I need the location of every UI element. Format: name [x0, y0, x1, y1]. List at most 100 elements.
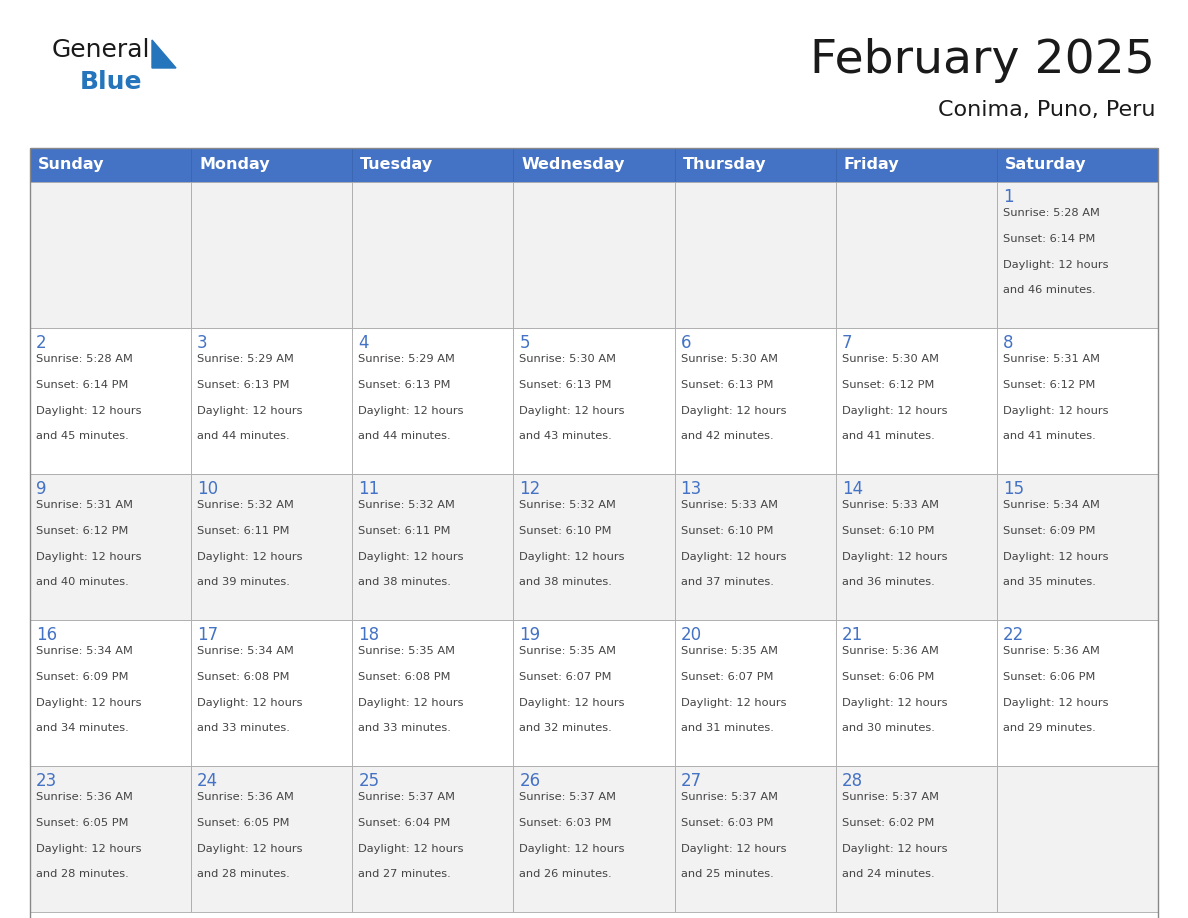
Bar — [353, 766, 513, 912]
Text: Friday: Friday — [843, 158, 899, 173]
Text: Sunrise: 5:35 AM: Sunrise: 5:35 AM — [681, 646, 778, 656]
Text: Sunset: 6:07 PM: Sunset: 6:07 PM — [519, 672, 612, 682]
Text: Daylight: 12 hours: Daylight: 12 hours — [359, 552, 463, 562]
Text: and 35 minutes.: and 35 minutes. — [1003, 577, 1095, 588]
Bar — [191, 182, 353, 328]
Bar — [30, 148, 191, 182]
Text: Daylight: 12 hours: Daylight: 12 hours — [842, 698, 947, 708]
Text: Sunset: 6:10 PM: Sunset: 6:10 PM — [519, 526, 612, 536]
Bar — [835, 182, 997, 328]
Bar — [675, 328, 835, 474]
Text: Sunset: 6:10 PM: Sunset: 6:10 PM — [842, 526, 934, 536]
Text: 11: 11 — [359, 480, 379, 498]
Text: Sunset: 6:04 PM: Sunset: 6:04 PM — [359, 818, 450, 828]
Text: Sunrise: 5:34 AM: Sunrise: 5:34 AM — [197, 646, 293, 656]
Text: and 42 minutes.: and 42 minutes. — [681, 431, 773, 442]
Text: and 37 minutes.: and 37 minutes. — [681, 577, 773, 588]
Text: Sunset: 6:05 PM: Sunset: 6:05 PM — [197, 818, 290, 828]
Text: Sunrise: 5:35 AM: Sunrise: 5:35 AM — [519, 646, 617, 656]
Text: Sunset: 6:12 PM: Sunset: 6:12 PM — [1003, 380, 1095, 390]
Text: and 31 minutes.: and 31 minutes. — [681, 723, 773, 733]
Text: Sunset: 6:13 PM: Sunset: 6:13 PM — [681, 380, 773, 390]
Text: 9: 9 — [36, 480, 46, 498]
Text: Sunrise: 5:31 AM: Sunrise: 5:31 AM — [36, 500, 133, 510]
Text: Sunrise: 5:29 AM: Sunrise: 5:29 AM — [359, 354, 455, 364]
Text: Sunset: 6:02 PM: Sunset: 6:02 PM — [842, 818, 934, 828]
Text: 25: 25 — [359, 772, 379, 790]
Text: Thursday: Thursday — [683, 158, 766, 173]
Text: 8: 8 — [1003, 334, 1013, 352]
Text: 26: 26 — [519, 772, 541, 790]
Text: Daylight: 12 hours: Daylight: 12 hours — [842, 552, 947, 562]
Text: 16: 16 — [36, 626, 57, 644]
Text: Daylight: 12 hours: Daylight: 12 hours — [1003, 406, 1108, 416]
Bar — [191, 328, 353, 474]
Text: Tuesday: Tuesday — [360, 158, 434, 173]
Text: and 44 minutes.: and 44 minutes. — [359, 431, 451, 442]
Text: Sunset: 6:08 PM: Sunset: 6:08 PM — [197, 672, 290, 682]
Text: Sunrise: 5:33 AM: Sunrise: 5:33 AM — [681, 500, 778, 510]
Text: Sunrise: 5:36 AM: Sunrise: 5:36 AM — [1003, 646, 1100, 656]
Text: and 27 minutes.: and 27 minutes. — [359, 869, 451, 879]
Text: Daylight: 12 hours: Daylight: 12 hours — [519, 406, 625, 416]
Bar — [835, 148, 997, 182]
Text: and 30 minutes.: and 30 minutes. — [842, 723, 935, 733]
Text: Sunrise: 5:28 AM: Sunrise: 5:28 AM — [36, 354, 133, 364]
Text: Sunrise: 5:36 AM: Sunrise: 5:36 AM — [842, 646, 939, 656]
Text: Sunrise: 5:31 AM: Sunrise: 5:31 AM — [1003, 354, 1100, 364]
Text: Sunday: Sunday — [38, 158, 105, 173]
Text: 22: 22 — [1003, 626, 1024, 644]
Text: Daylight: 12 hours: Daylight: 12 hours — [681, 844, 786, 854]
Bar — [835, 766, 997, 912]
Bar — [675, 766, 835, 912]
Bar — [513, 474, 675, 620]
Text: 21: 21 — [842, 626, 862, 644]
Text: Sunrise: 5:30 AM: Sunrise: 5:30 AM — [519, 354, 617, 364]
Text: Sunset: 6:03 PM: Sunset: 6:03 PM — [681, 818, 773, 828]
Text: Sunset: 6:08 PM: Sunset: 6:08 PM — [359, 672, 450, 682]
Text: and 24 minutes.: and 24 minutes. — [842, 869, 934, 879]
Text: and 28 minutes.: and 28 minutes. — [197, 869, 290, 879]
Text: 20: 20 — [681, 626, 702, 644]
Text: and 25 minutes.: and 25 minutes. — [681, 869, 773, 879]
Text: 5: 5 — [519, 334, 530, 352]
Bar — [675, 620, 835, 766]
Text: Sunset: 6:11 PM: Sunset: 6:11 PM — [197, 526, 290, 536]
Text: Sunrise: 5:35 AM: Sunrise: 5:35 AM — [359, 646, 455, 656]
Text: 3: 3 — [197, 334, 208, 352]
Polygon shape — [152, 40, 176, 68]
Bar — [513, 620, 675, 766]
Text: 17: 17 — [197, 626, 219, 644]
Text: 1: 1 — [1003, 188, 1013, 206]
Text: Daylight: 12 hours: Daylight: 12 hours — [197, 844, 303, 854]
Text: 13: 13 — [681, 480, 702, 498]
Text: Daylight: 12 hours: Daylight: 12 hours — [842, 406, 947, 416]
Text: Sunset: 6:06 PM: Sunset: 6:06 PM — [842, 672, 934, 682]
Text: Sunrise: 5:32 AM: Sunrise: 5:32 AM — [519, 500, 617, 510]
Text: and 44 minutes.: and 44 minutes. — [197, 431, 290, 442]
Text: 24: 24 — [197, 772, 219, 790]
Bar — [353, 328, 513, 474]
Bar — [30, 148, 1158, 918]
Text: Sunrise: 5:28 AM: Sunrise: 5:28 AM — [1003, 208, 1100, 218]
Text: and 29 minutes.: and 29 minutes. — [1003, 723, 1095, 733]
Text: Saturday: Saturday — [1005, 158, 1086, 173]
Text: and 45 minutes.: and 45 minutes. — [36, 431, 128, 442]
Bar — [353, 182, 513, 328]
Text: and 39 minutes.: and 39 minutes. — [197, 577, 290, 588]
Text: Blue: Blue — [80, 70, 143, 94]
Text: Sunrise: 5:34 AM: Sunrise: 5:34 AM — [1003, 500, 1100, 510]
Text: Daylight: 12 hours: Daylight: 12 hours — [359, 406, 463, 416]
Text: Sunrise: 5:34 AM: Sunrise: 5:34 AM — [36, 646, 133, 656]
Text: Sunrise: 5:37 AM: Sunrise: 5:37 AM — [842, 792, 939, 802]
Text: Daylight: 12 hours: Daylight: 12 hours — [519, 552, 625, 562]
Text: and 41 minutes.: and 41 minutes. — [842, 431, 935, 442]
Text: Daylight: 12 hours: Daylight: 12 hours — [36, 406, 141, 416]
Text: 28: 28 — [842, 772, 862, 790]
Text: 18: 18 — [359, 626, 379, 644]
Text: Sunrise: 5:36 AM: Sunrise: 5:36 AM — [197, 792, 293, 802]
Bar — [835, 474, 997, 620]
Text: Sunrise: 5:29 AM: Sunrise: 5:29 AM — [197, 354, 293, 364]
Text: Sunset: 6:12 PM: Sunset: 6:12 PM — [842, 380, 934, 390]
Text: Sunset: 6:12 PM: Sunset: 6:12 PM — [36, 526, 128, 536]
